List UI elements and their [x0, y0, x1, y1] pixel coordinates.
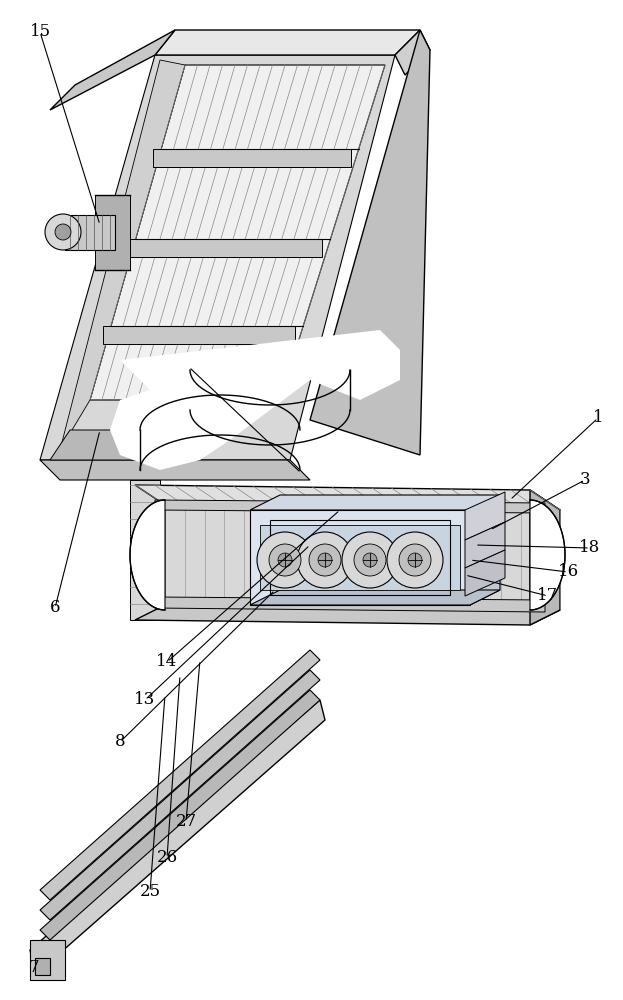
- Circle shape: [363, 553, 377, 567]
- Polygon shape: [128, 239, 322, 257]
- Polygon shape: [465, 550, 505, 596]
- Polygon shape: [155, 30, 420, 55]
- Polygon shape: [30, 700, 325, 975]
- Polygon shape: [40, 460, 310, 480]
- Polygon shape: [40, 650, 320, 900]
- Polygon shape: [130, 500, 165, 610]
- Circle shape: [55, 224, 71, 240]
- Polygon shape: [35, 958, 50, 975]
- Polygon shape: [470, 495, 500, 605]
- Text: 25: 25: [140, 884, 161, 900]
- Circle shape: [278, 553, 292, 567]
- Circle shape: [257, 532, 313, 588]
- Text: 3: 3: [579, 472, 591, 488]
- Polygon shape: [250, 590, 500, 605]
- Polygon shape: [40, 55, 395, 460]
- Polygon shape: [530, 490, 560, 625]
- Polygon shape: [465, 492, 505, 540]
- Circle shape: [269, 544, 301, 576]
- Text: 7: 7: [29, 960, 39, 976]
- Text: 18: 18: [579, 540, 601, 556]
- Polygon shape: [95, 195, 130, 270]
- Polygon shape: [530, 500, 565, 610]
- Circle shape: [399, 544, 431, 576]
- Text: 14: 14: [156, 654, 178, 670]
- Polygon shape: [103, 326, 295, 344]
- Polygon shape: [153, 149, 351, 167]
- Text: 15: 15: [29, 23, 50, 40]
- Text: 1: 1: [592, 410, 603, 426]
- Polygon shape: [130, 480, 160, 620]
- Polygon shape: [60, 60, 185, 450]
- Circle shape: [342, 532, 398, 588]
- Polygon shape: [50, 430, 160, 460]
- Polygon shape: [135, 485, 560, 510]
- Polygon shape: [465, 522, 505, 568]
- Text: 26: 26: [156, 850, 178, 866]
- Text: 13: 13: [135, 692, 156, 708]
- Polygon shape: [165, 505, 560, 610]
- Text: 27: 27: [176, 814, 197, 830]
- Polygon shape: [250, 495, 500, 510]
- Polygon shape: [310, 30, 430, 455]
- Polygon shape: [155, 500, 545, 513]
- Circle shape: [354, 544, 386, 576]
- Circle shape: [387, 532, 443, 588]
- Polygon shape: [250, 510, 470, 605]
- Polygon shape: [40, 690, 320, 940]
- Polygon shape: [395, 30, 430, 75]
- Text: 6: 6: [50, 599, 60, 616]
- Circle shape: [309, 544, 341, 576]
- Polygon shape: [260, 525, 460, 590]
- Polygon shape: [65, 215, 115, 250]
- Polygon shape: [110, 330, 400, 470]
- Polygon shape: [40, 670, 320, 920]
- Circle shape: [408, 553, 422, 567]
- Text: 16: 16: [558, 564, 579, 580]
- Circle shape: [45, 214, 81, 250]
- Polygon shape: [90, 65, 385, 400]
- Circle shape: [318, 553, 332, 567]
- Polygon shape: [30, 940, 65, 980]
- Polygon shape: [155, 597, 545, 612]
- Text: 17: 17: [538, 587, 559, 604]
- Polygon shape: [135, 605, 560, 625]
- Circle shape: [297, 532, 353, 588]
- Text: 8: 8: [115, 734, 125, 750]
- Polygon shape: [50, 30, 175, 110]
